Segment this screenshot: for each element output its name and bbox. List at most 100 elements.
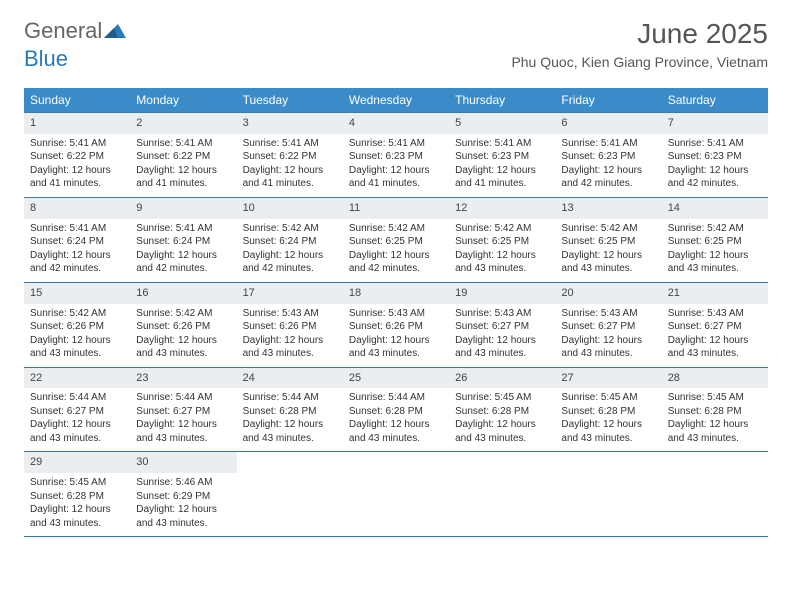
daylight-line-2: and 43 minutes.: [136, 517, 230, 531]
day-body: Sunrise: 5:45 AMSunset: 6:28 PMDaylight:…: [555, 391, 661, 445]
sunrise-line: Sunrise: 5:45 AM: [30, 476, 124, 490]
sunset-line: Sunset: 6:22 PM: [136, 150, 230, 164]
day-body: Sunrise: 5:42 AMSunset: 6:25 PMDaylight:…: [449, 222, 555, 276]
sunrise-line: Sunrise: 5:43 AM: [668, 307, 762, 321]
daylight-line-2: and 41 minutes.: [30, 177, 124, 191]
daylight-line-1: Daylight: 12 hours: [349, 249, 443, 263]
dow-friday: Friday: [555, 88, 661, 112]
dow-tuesday: Tuesday: [237, 88, 343, 112]
sunset-line: Sunset: 6:23 PM: [455, 150, 549, 164]
daylight-line-2: and 42 minutes.: [30, 262, 124, 276]
sunset-line: Sunset: 6:28 PM: [349, 405, 443, 419]
daylight-line-1: Daylight: 12 hours: [30, 334, 124, 348]
title-block: June 2025 Phu Quoc, Kien Giang Province,…: [511, 18, 768, 70]
sunrise-line: Sunrise: 5:44 AM: [136, 391, 230, 405]
daylight-line-1: Daylight: 12 hours: [30, 249, 124, 263]
day-cell: 1Sunrise: 5:41 AMSunset: 6:22 PMDaylight…: [24, 113, 130, 197]
daylight-line-2: and 43 minutes.: [136, 347, 230, 361]
day-body: Sunrise: 5:41 AMSunset: 6:23 PMDaylight:…: [449, 137, 555, 191]
daylight-line-2: and 42 minutes.: [243, 262, 337, 276]
daylight-line-1: Daylight: 12 hours: [243, 418, 337, 432]
calendar: Sunday Monday Tuesday Wednesday Thursday…: [24, 88, 768, 537]
day-number: 24: [237, 368, 343, 389]
daylight-line-1: Daylight: 12 hours: [561, 418, 655, 432]
day-number: 23: [130, 368, 236, 389]
day-cell: 18Sunrise: 5:43 AMSunset: 6:26 PMDayligh…: [343, 283, 449, 367]
sunset-line: Sunset: 6:25 PM: [455, 235, 549, 249]
sunrise-line: Sunrise: 5:41 AM: [30, 137, 124, 151]
daylight-line-1: Daylight: 12 hours: [561, 249, 655, 263]
daylight-line-1: Daylight: 12 hours: [30, 418, 124, 432]
day-number: 12: [449, 198, 555, 219]
day-cell: 20Sunrise: 5:43 AMSunset: 6:27 PMDayligh…: [555, 283, 661, 367]
day-cell: [449, 452, 555, 536]
daylight-line-1: Daylight: 12 hours: [30, 503, 124, 517]
day-cell: 5Sunrise: 5:41 AMSunset: 6:23 PMDaylight…: [449, 113, 555, 197]
day-body: Sunrise: 5:44 AMSunset: 6:28 PMDaylight:…: [343, 391, 449, 445]
day-body: Sunrise: 5:43 AMSunset: 6:27 PMDaylight:…: [662, 307, 768, 361]
sunrise-line: Sunrise: 5:42 AM: [243, 222, 337, 236]
header: General Blue June 2025 Phu Quoc, Kien Gi…: [0, 0, 792, 80]
daylight-line-1: Daylight: 12 hours: [455, 164, 549, 178]
day-body: Sunrise: 5:41 AMSunset: 6:23 PMDaylight:…: [343, 137, 449, 191]
sunrise-line: Sunrise: 5:42 AM: [455, 222, 549, 236]
sunset-line: Sunset: 6:22 PM: [243, 150, 337, 164]
sunrise-line: Sunrise: 5:42 AM: [561, 222, 655, 236]
sunrise-line: Sunrise: 5:41 AM: [243, 137, 337, 151]
day-cell: 19Sunrise: 5:43 AMSunset: 6:27 PMDayligh…: [449, 283, 555, 367]
day-number: 22: [24, 368, 130, 389]
daylight-line-2: and 43 minutes.: [455, 432, 549, 446]
title-location: Phu Quoc, Kien Giang Province, Vietnam: [511, 54, 768, 70]
day-number: 15: [24, 283, 130, 304]
day-cell: 16 Sunrise: 5:42 AMSunset: 6:26 PMDayligh…: [130, 283, 236, 367]
day-number: 28: [662, 368, 768, 389]
sunrise-line: Sunrise: 5:41 AM: [30, 222, 124, 236]
sunset-line: Sunset: 6:24 PM: [243, 235, 337, 249]
day-body: Sunrise: 5:41 AMSunset: 6:22 PMDaylight:…: [130, 137, 236, 191]
daylight-line-2: and 43 minutes.: [30, 432, 124, 446]
day-body: Sunrise: 5:44 AMSunset: 6:27 PMDaylight:…: [24, 391, 130, 445]
day-body: Sunrise: 5:46 AMSunset: 6:29 PMDaylight:…: [130, 476, 236, 530]
sunset-line: Sunset: 6:24 PM: [30, 235, 124, 249]
daylight-line-2: and 43 minutes.: [561, 262, 655, 276]
day-body: Sunrise: 5:42 AMSunset: 6:26 PMDaylight:…: [24, 307, 130, 361]
sunrise-line: Sunrise: 5:43 AM: [349, 307, 443, 321]
day-cell: 12 Sunrise: 5:42 AMSunset: 6:25 PMDayligh…: [449, 198, 555, 282]
sunset-line: Sunset: 6:26 PM: [349, 320, 443, 334]
daylight-line-1: Daylight: 12 hours: [136, 503, 230, 517]
day-cell: [343, 452, 449, 536]
day-body: Sunrise: 5:42 AMSunset: 6:26 PMDaylight:…: [130, 307, 236, 361]
day-cell: 10Sunrise: 5:42 AMSunset: 6:24 PMDayligh…: [237, 198, 343, 282]
day-cell: 25Sunrise: 5:44 AMSunset: 6:28 PMDayligh…: [343, 368, 449, 452]
week-row: 1Sunrise: 5:41 AMSunset: 6:22 PMDaylight…: [24, 112, 768, 198]
sunrise-line: Sunrise: 5:41 AM: [668, 137, 762, 151]
daylight-line-1: Daylight: 12 hours: [243, 334, 337, 348]
sunset-line: Sunset: 6:28 PM: [243, 405, 337, 419]
sunrise-line: Sunrise: 5:44 AM: [30, 391, 124, 405]
sunrise-line: Sunrise: 5:43 AM: [561, 307, 655, 321]
day-body: Sunrise: 5:42 AMSunset: 6:25 PMDaylight:…: [555, 222, 661, 276]
daylight-line-2: and 42 minutes.: [561, 177, 655, 191]
sunrise-line: Sunrise: 5:42 AM: [30, 307, 124, 321]
daylight-line-1: Daylight: 12 hours: [561, 164, 655, 178]
day-body: Sunrise: 5:45 AMSunset: 6:28 PMDaylight:…: [662, 391, 768, 445]
day-number: 11: [343, 198, 449, 219]
daylight-line-1: Daylight: 12 hours: [136, 164, 230, 178]
day-number: 16: [130, 283, 236, 304]
sunrise-line: Sunrise: 5:42 AM: [668, 222, 762, 236]
day-cell: 27Sunrise: 5:45 AMSunset: 6:28 PMDayligh…: [555, 368, 661, 452]
day-number: 1: [24, 113, 130, 134]
daylight-line-2: and 41 minutes.: [455, 177, 549, 191]
daylight-line-2: and 43 minutes.: [668, 347, 762, 361]
sunset-line: Sunset: 6:25 PM: [561, 235, 655, 249]
daylight-line-2: and 43 minutes.: [243, 347, 337, 361]
day-cell: 23Sunrise: 5:44 AMSunset: 6:27 PMDayligh…: [130, 368, 236, 452]
sunrise-line: Sunrise: 5:41 AM: [349, 137, 443, 151]
sunset-line: Sunset: 6:27 PM: [455, 320, 549, 334]
daylight-line-1: Daylight: 12 hours: [668, 418, 762, 432]
day-body: Sunrise: 5:43 AMSunset: 6:26 PMDaylight:…: [343, 307, 449, 361]
day-body: Sunrise: 5:41 AMSunset: 6:23 PMDaylight:…: [555, 137, 661, 191]
daylight-line-1: Daylight: 12 hours: [243, 249, 337, 263]
daylight-line-2: and 42 minutes.: [349, 262, 443, 276]
brand-triangle-icon: [104, 18, 126, 44]
